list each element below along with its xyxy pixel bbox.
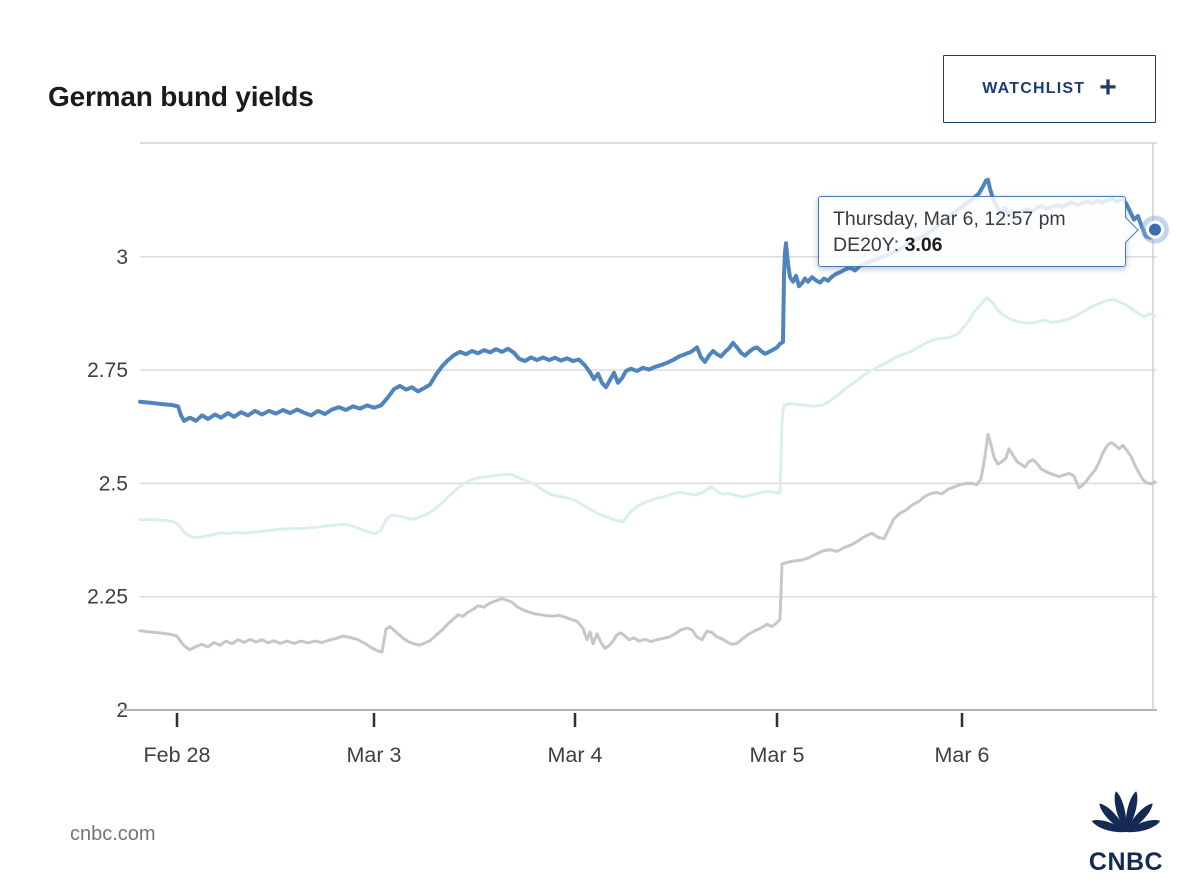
plus-icon: +	[1099, 70, 1117, 104]
x-axis-label: Mar 6	[935, 743, 990, 767]
x-axis-label: Feb 28	[144, 743, 211, 767]
y-axis-label: 2.25	[87, 586, 128, 609]
series-line-gray	[138, 432, 1157, 654]
peacock-icon	[1091, 791, 1161, 833]
x-axis-label: Mar 3	[347, 743, 402, 767]
tooltip-value-row: DE20Y: 3.06	[833, 232, 1111, 258]
x-axis-label: Mar 5	[750, 743, 805, 767]
tooltip-datetime: Thursday, Mar 6, 12:57 pm	[833, 208, 1066, 230]
y-axis-label: 2.5	[99, 472, 128, 495]
tooltip-series-label: DE20Y:	[833, 234, 900, 257]
watchlist-button-label: WATCHLIST	[982, 80, 1086, 97]
source-label: cnbc.com	[70, 823, 156, 845]
y-axis-label: 2.75	[87, 359, 128, 382]
current-point-marker[interactable]	[1146, 220, 1164, 239]
page-title: German bund yields	[48, 80, 314, 112]
x-axis-label: Mar 4	[548, 743, 603, 767]
cnbc-logo-text: CNBC	[1089, 848, 1163, 876]
tooltip-value: 3.06	[904, 234, 943, 257]
y-axis-label: 3	[116, 246, 128, 269]
series-line-light-teal	[138, 296, 1157, 540]
cnbc-logo: CNBC	[1089, 791, 1163, 876]
chart-tooltip: Thursday, Mar 6, 12:57 pm DE20Y: 3.06	[818, 196, 1139, 267]
watchlist-button[interactable]: WATCHLIST +	[943, 55, 1156, 123]
